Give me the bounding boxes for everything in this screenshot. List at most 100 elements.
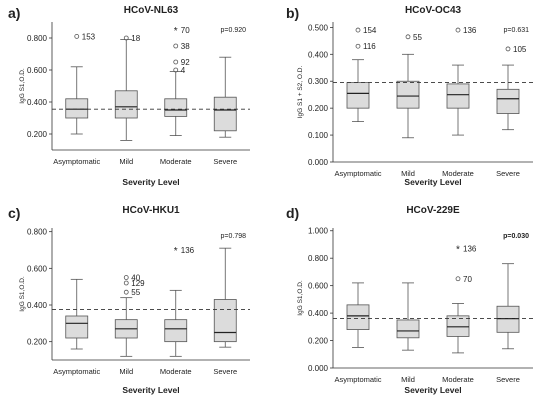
y-axis-label: IgG S1,O.D. xyxy=(19,68,26,104)
outlier-point xyxy=(355,27,361,33)
box-mild xyxy=(114,297,138,357)
box-iqr xyxy=(164,319,188,343)
x-tick-label: Mild xyxy=(401,169,415,178)
y-tick-label: 1.000 xyxy=(308,227,329,236)
x-tick-label: Asymptomatic xyxy=(334,375,381,384)
x-tick-label: Asymptomatic xyxy=(53,157,100,166)
x-tick-label: Moderate xyxy=(160,367,192,376)
outlier-point xyxy=(455,27,461,33)
box-moderate xyxy=(446,64,470,136)
outlier-star: * xyxy=(456,245,460,256)
box-iqr xyxy=(496,88,520,114)
box-asymptomatic xyxy=(346,59,370,123)
box-asymptomatic xyxy=(346,282,370,348)
y-tick-label: 0.600 xyxy=(27,264,48,273)
x-tick-label: Mild xyxy=(119,367,133,376)
y-tick-label: 0.600 xyxy=(27,66,48,75)
y-tick-label: 0.200 xyxy=(308,337,329,346)
outlier-label: 116 xyxy=(363,42,376,51)
x-tick-label: Moderate xyxy=(160,157,192,166)
y-axis-label: IgG S1,O.D. xyxy=(297,280,304,316)
x-tick-label: Severe xyxy=(213,157,237,166)
chart-title: HCoV-NL63 xyxy=(124,5,179,16)
chart-panel-2: b) HCoV-OC43 p=0.631 0.000 0.100 0.200 0.300 0.… xyxy=(286,5,533,187)
chart-title: HCoV-229E xyxy=(406,205,460,216)
y-tick-label: 0.300 xyxy=(308,77,329,86)
box-iqr xyxy=(346,304,370,330)
p-value-label: p=0.798 xyxy=(221,233,247,240)
outlier-point xyxy=(123,35,129,41)
outlier-star: * xyxy=(174,246,178,257)
outlier-point xyxy=(123,289,129,295)
y-tick-label: 0.200 xyxy=(27,338,48,347)
box-iqr xyxy=(446,83,470,109)
outlier-point xyxy=(455,276,461,282)
x-tick-label: Moderate xyxy=(442,169,474,178)
box-mild xyxy=(114,39,138,141)
chart-title: HCoV-OC43 xyxy=(405,5,462,16)
outlier-point xyxy=(123,275,129,280)
outlier-label: 136 xyxy=(463,245,477,254)
outlier-point xyxy=(505,46,511,52)
y-axis-label: IgG S1,O.D. xyxy=(19,276,26,312)
box-severe xyxy=(213,247,237,348)
box-iqr xyxy=(213,299,237,343)
outlier-label: 70 xyxy=(463,275,472,284)
y-tick-label: 0.000 xyxy=(308,364,329,373)
box-severe xyxy=(496,64,520,131)
x-axis-label: Severity Level xyxy=(404,385,461,395)
box-iqr xyxy=(346,82,370,109)
outlier-label: 18 xyxy=(131,34,140,43)
box-asymptomatic xyxy=(65,278,89,350)
p-value-label: p=0.920 xyxy=(221,27,247,34)
x-axis-label: Severity Level xyxy=(404,177,461,187)
y-tick-label: 0.200 xyxy=(27,130,48,139)
outlier-label: 70 xyxy=(181,26,190,35)
x-tick-label: Asymptomatic xyxy=(334,169,381,178)
box-mild xyxy=(396,282,420,351)
box-mild xyxy=(396,53,420,139)
outlier-label: 55 xyxy=(413,33,422,42)
chart-panel-1: a) HCoV-NL63 p=0.920 0.200 0.400 0.600 0.800 Ig… xyxy=(8,5,250,187)
x-tick-label: Mild xyxy=(401,375,415,384)
outlier-label: 4 xyxy=(181,66,186,75)
y-tick-label: 0.800 xyxy=(27,34,48,43)
box-moderate xyxy=(446,303,470,354)
x-tick-label: Severe xyxy=(496,169,520,178)
box-iqr xyxy=(396,80,420,109)
box-asymptomatic xyxy=(65,66,89,135)
outlier-label: 40 xyxy=(131,274,140,283)
x-axis-label: Severity Level xyxy=(122,177,179,187)
box-moderate xyxy=(164,71,188,137)
box-iqr xyxy=(164,98,188,117)
outlier-label: 153 xyxy=(82,32,96,41)
outlier-label: 136 xyxy=(181,246,195,255)
outlier-label: 129 xyxy=(131,279,145,288)
outlier-label: 38 xyxy=(181,42,190,51)
box-severe xyxy=(496,263,520,350)
y-tick-label: 0.800 xyxy=(27,228,48,237)
panel-label: c) xyxy=(8,205,20,221)
outlier-point xyxy=(74,34,80,39)
box-iqr xyxy=(396,319,420,339)
outlier-point xyxy=(123,280,129,286)
y-tick-label: 0.200 xyxy=(308,104,329,113)
panel-label: a) xyxy=(8,5,20,21)
p-value-label: p=0.030 xyxy=(503,233,529,240)
p-value-label: p=0.631 xyxy=(504,27,530,34)
outlier-point xyxy=(173,59,179,65)
box-iqr xyxy=(446,315,470,337)
box-iqr xyxy=(496,305,520,333)
y-tick-label: 0.100 xyxy=(308,131,329,140)
outlier-point xyxy=(173,43,179,49)
y-tick-label: 0.600 xyxy=(308,282,329,291)
chart-panel-3: c) HCoV-HKU1 p=0.798 0.200 0.400 0.600 0.800 Ig… xyxy=(8,205,250,395)
box-moderate xyxy=(164,289,188,357)
outlier-point xyxy=(173,67,179,73)
box-iqr xyxy=(213,96,237,132)
panel-label: d) xyxy=(286,205,299,221)
outlier-label: 154 xyxy=(363,26,377,35)
panel-label: b) xyxy=(286,5,299,21)
outlier-label: 55 xyxy=(131,288,140,297)
box-iqr xyxy=(65,98,89,119)
